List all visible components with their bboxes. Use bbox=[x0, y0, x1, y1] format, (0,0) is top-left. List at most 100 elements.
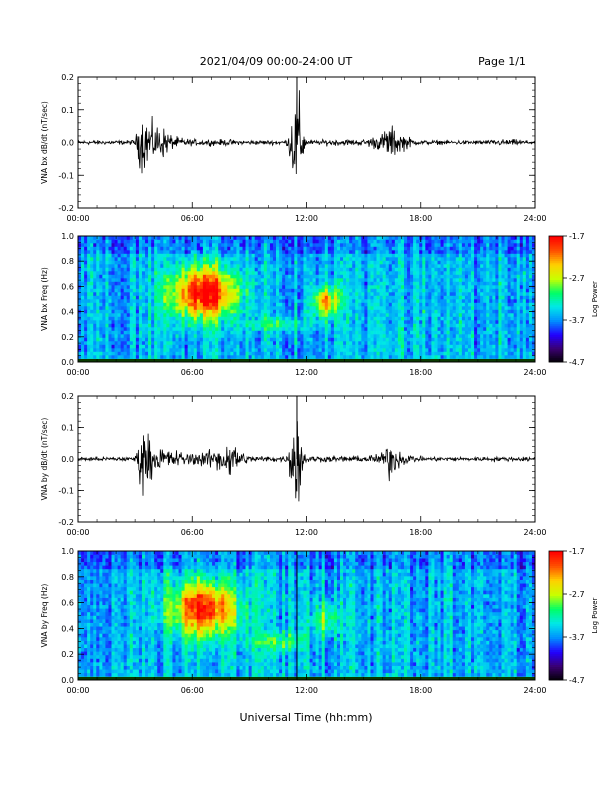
spectrogram-cell bbox=[99, 271, 103, 275]
spectrogram-cell bbox=[449, 271, 454, 275]
spectrogram-cell bbox=[483, 341, 487, 345]
spectrogram-cell bbox=[251, 239, 256, 244]
spectrogram-cell bbox=[425, 302, 429, 307]
spectrogram-cell bbox=[248, 351, 252, 356]
spectrogram-cell bbox=[175, 323, 179, 328]
spectrogram-cell bbox=[367, 299, 371, 303]
spectrogram-cell bbox=[184, 260, 188, 265]
spectrogram-cell bbox=[303, 334, 307, 338]
spectrogram-cell bbox=[123, 239, 128, 244]
spectrogram-cell bbox=[477, 281, 481, 286]
spectrogram-cell bbox=[205, 264, 210, 268]
spectrogram-cell bbox=[474, 288, 478, 293]
spectrogram-cell bbox=[391, 302, 396, 307]
spectrogram-cell bbox=[163, 260, 167, 265]
spectrogram-cell bbox=[126, 330, 131, 335]
spectrogram-cell bbox=[123, 278, 128, 282]
spectrogram-cell bbox=[233, 288, 237, 293]
spectrogram-cell bbox=[349, 246, 353, 251]
spectrogram-cell bbox=[215, 334, 219, 338]
spectrogram-cell bbox=[471, 250, 475, 254]
spectrogram-cell bbox=[205, 344, 210, 349]
spectrogram-cell bbox=[486, 341, 490, 345]
spectrogram-cell bbox=[352, 295, 356, 300]
spectrogram-cell bbox=[340, 236, 344, 240]
spectrogram-cell bbox=[209, 344, 213, 349]
spectrogram-cell bbox=[254, 351, 259, 356]
spectrogram-cell bbox=[367, 253, 371, 258]
spectrogram-cell bbox=[373, 313, 377, 317]
spectrogram-cell bbox=[148, 274, 152, 279]
spectrogram-cell bbox=[251, 257, 256, 261]
spectrogram-cell bbox=[163, 330, 167, 335]
y-tick-label: 0.1 bbox=[61, 106, 74, 115]
spectrogram-cell bbox=[376, 341, 380, 345]
spectrogram-cell bbox=[251, 299, 256, 303]
spectrogram-cell bbox=[285, 271, 289, 275]
spectrogram-cell bbox=[81, 260, 85, 265]
spectrogram-cell bbox=[114, 341, 118, 345]
spectrogram-cell bbox=[111, 239, 115, 244]
spectrogram-cell bbox=[474, 341, 478, 345]
spectrogram-cell bbox=[257, 239, 262, 244]
spectrogram-cell bbox=[422, 246, 426, 251]
spectrogram-cell bbox=[297, 257, 301, 261]
spectrogram-cell bbox=[196, 285, 201, 289]
spectrogram-cell bbox=[120, 299, 124, 303]
spectrogram-cell bbox=[309, 264, 313, 268]
spectrogram-cell bbox=[346, 250, 350, 254]
spectrogram-cell bbox=[388, 288, 393, 293]
spectrogram-cell bbox=[391, 327, 396, 331]
spectrogram-cell bbox=[309, 274, 313, 279]
spectrogram-cell bbox=[260, 243, 265, 247]
spectrogram-cell bbox=[87, 344, 91, 349]
spectrogram-cell bbox=[224, 243, 228, 247]
spectrogram-cell bbox=[364, 316, 368, 321]
spectrogram-cell bbox=[233, 278, 237, 282]
spectrogram-cell bbox=[309, 302, 313, 307]
spectrogram-cell bbox=[212, 246, 216, 251]
spectrogram-cell bbox=[272, 295, 277, 300]
spectrogram-cell bbox=[407, 316, 411, 321]
spectrogram-cell bbox=[370, 316, 374, 321]
spectrogram-cell bbox=[373, 239, 377, 244]
spectrogram-cell bbox=[242, 348, 246, 352]
spectrogram-cell bbox=[446, 267, 450, 272]
spectrogram-cell bbox=[187, 243, 192, 247]
spectrogram-cell bbox=[333, 299, 338, 303]
spectrogram-cell bbox=[123, 348, 128, 352]
spectrogram-cell bbox=[355, 323, 359, 328]
spectrogram-cell bbox=[257, 344, 262, 349]
spectrogram-cell bbox=[288, 257, 292, 261]
spectrogram-cell bbox=[416, 323, 420, 328]
spectrogram-cell bbox=[221, 313, 225, 317]
spectrogram-cell bbox=[111, 278, 115, 282]
spectrogram-cell bbox=[291, 299, 295, 303]
spectrogram-cell bbox=[483, 285, 487, 289]
spectrogram-cell bbox=[242, 313, 246, 317]
spectrogram-cell bbox=[489, 323, 493, 328]
spectrogram-cell bbox=[148, 334, 152, 338]
spectrogram-cell bbox=[309, 330, 313, 335]
spectrogram-cell bbox=[202, 302, 207, 307]
spectrogram-cell bbox=[221, 302, 225, 307]
spectrogram-cell bbox=[233, 320, 237, 324]
spectrogram-cell bbox=[242, 330, 246, 335]
spectrogram-cell bbox=[410, 313, 414, 317]
spectrogram-cell bbox=[452, 348, 457, 352]
spectrogram-cell bbox=[440, 330, 444, 335]
spectrogram-cell bbox=[193, 355, 198, 359]
spectrogram-cell bbox=[260, 236, 265, 240]
spectrogram-cell bbox=[340, 306, 344, 310]
spectrogram-cell bbox=[135, 351, 140, 356]
spectrogram-cell bbox=[199, 295, 204, 300]
spectrogram-cell bbox=[123, 267, 128, 272]
spectrogram-cell bbox=[403, 351, 408, 356]
spectrogram-cell bbox=[346, 337, 350, 342]
spectrogram-cell bbox=[431, 278, 435, 282]
spectrogram-cell bbox=[272, 313, 277, 317]
spectrogram-cell bbox=[327, 264, 332, 268]
spectrogram-cell bbox=[285, 295, 289, 300]
spectrogram-cell bbox=[209, 288, 213, 293]
spectrogram-cell bbox=[84, 246, 88, 251]
